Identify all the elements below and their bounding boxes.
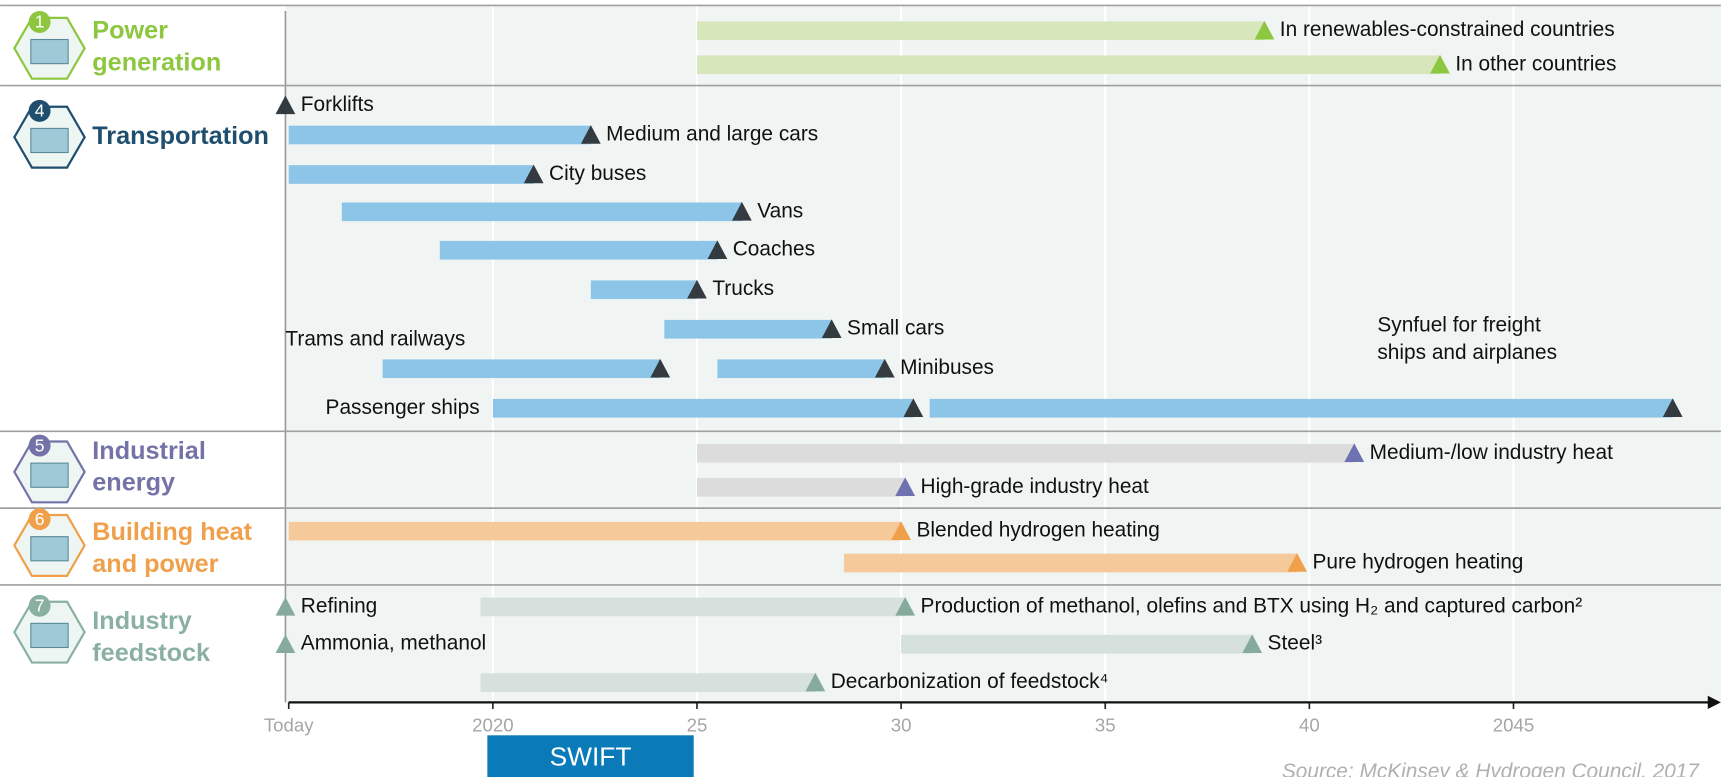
timeline-bar [481,673,816,692]
section-name: Industrial [92,437,206,465]
section-number: 7 [35,596,45,616]
timeline-bar [930,399,1673,418]
item-label: Pure hydrogen heating [1312,550,1523,573]
item-label: Coaches [733,238,815,261]
item-label: Vans [757,199,803,222]
x-tick-label: Today [264,714,314,735]
timeline-bar [697,444,1354,463]
timeline-bar [440,241,718,260]
section-icon [31,623,68,647]
item-label: City buses [549,162,646,185]
section-name: generation [92,48,221,76]
item-label: Decarbonization of feedstock⁴ [831,670,1109,693]
chart: Today 2020 25 30 35 40 2045 1 Power generation In… [0,0,1721,777]
item-label: Production of methanol, olefins and BTX … [921,594,1583,617]
item-label: High-grade industry heat [921,475,1149,498]
timeline-bar [717,359,884,378]
section-name: energy [92,469,175,497]
timeline-bar [664,320,831,339]
section-number: 5 [35,435,45,455]
item-label: ships and airplanes [1377,341,1557,364]
section-icon [31,40,68,64]
section-icon [31,537,68,561]
timeline-bar [901,635,1252,654]
overlay-label: SWIFT [550,741,632,771]
x-tick-label: 30 [891,714,912,735]
item-label: Refining [301,594,377,617]
timeline-bar [289,522,901,541]
source: Source: McKinsey & Hydrogen Council, 201… [1282,760,1700,777]
section-number: 1 [35,12,45,32]
timeline-bar [493,399,914,418]
section-number: 4 [35,101,45,121]
item-label: Steel³ [1268,632,1323,655]
section-name: Transportation [92,122,269,150]
x-tick-label: 35 [1095,714,1116,735]
x-tick-label: 40 [1299,714,1320,735]
item-label: Minibuses [900,356,994,379]
timeline-bar [342,202,742,221]
timeline-bar [697,55,1440,74]
section-name: feedstock [92,639,211,667]
item-label: Forklifts [301,93,374,116]
timeline-bar [697,478,905,497]
item-label: Blended hydrogen heating [916,519,1159,542]
section-number: 6 [35,509,45,529]
section-name: Building heat [92,518,252,546]
timeline-bar [481,598,906,617]
section-name: Power [92,16,168,44]
timeline-bar [289,165,534,184]
section-icon [31,463,68,487]
timeline-bar [844,554,1297,573]
timeline-bar [697,21,1264,40]
section-name: and power [92,550,218,578]
item-label: Small cars [847,317,944,340]
x-tick-label: 25 [687,714,708,735]
item-label: Synfuel for freight [1377,313,1541,336]
x-tick-label: 2045 [1493,714,1534,735]
section-icon [31,128,68,152]
x-tick-label: 2020 [472,714,513,735]
item-label: Medium and large cars [606,122,818,145]
timeline-bar [383,359,661,378]
timeline-bar [289,126,591,145]
item-label: Trams and railways [285,328,465,351]
item-label: Ammonia, methanol [301,632,486,655]
section-name: Industry [92,607,192,635]
item-label: In other countries [1455,52,1616,75]
item-label: Passenger ships [326,396,480,419]
item-label: Trucks [712,277,774,300]
item-label: Medium-/low industry heat [1370,441,1613,464]
timeline-bar [591,280,697,299]
item-label: In renewables-constrained countries [1280,18,1615,41]
